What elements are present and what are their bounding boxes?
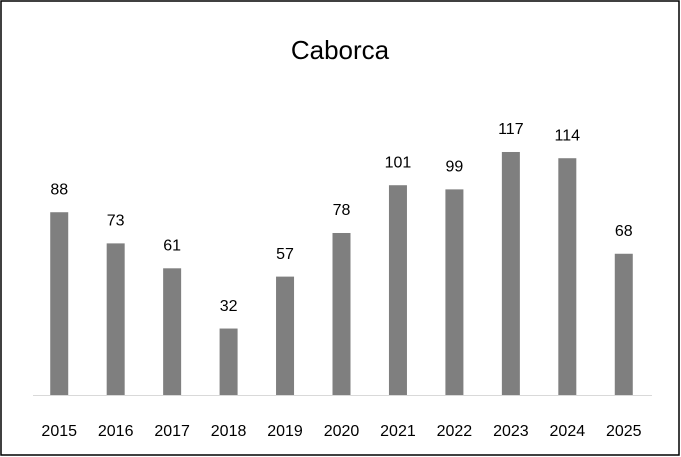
bar [614, 253, 633, 395]
bar [558, 158, 577, 395]
data-label: 57 [276, 246, 294, 263]
x-tick-label: 2019 [267, 423, 303, 440]
data-label: 99 [446, 159, 464, 176]
data-label: 117 [498, 121, 524, 138]
bar [163, 268, 182, 395]
chart-title: Caborca [291, 35, 390, 65]
data-label: 88 [50, 181, 68, 198]
x-tick-label: 2021 [380, 423, 416, 440]
data-label: 73 [107, 213, 125, 230]
data-label: 68 [615, 223, 633, 240]
x-tick-label: 2022 [437, 423, 473, 440]
bar [50, 212, 69, 395]
x-tick-label: 2017 [154, 423, 190, 440]
x-tick-label: 2020 [324, 423, 360, 440]
x-tick-label: 2016 [98, 423, 134, 440]
bar [106, 243, 125, 395]
bar [501, 151, 520, 395]
x-tick-label: 2015 [41, 423, 77, 440]
x-tick-label: 2024 [550, 423, 586, 440]
data-label: 101 [385, 154, 412, 171]
bar [276, 276, 295, 395]
data-label: 61 [163, 238, 181, 255]
data-label: 32 [220, 298, 238, 315]
data-label: 78 [333, 202, 351, 219]
bar [388, 185, 407, 395]
bar [332, 232, 351, 395]
bar [445, 189, 464, 395]
x-tick-label: 2023 [493, 423, 529, 440]
bar [219, 328, 238, 395]
x-tick-label: 2018 [211, 423, 247, 440]
data-label: 114 [555, 127, 581, 144]
x-tick-label: 2025 [606, 423, 642, 440]
